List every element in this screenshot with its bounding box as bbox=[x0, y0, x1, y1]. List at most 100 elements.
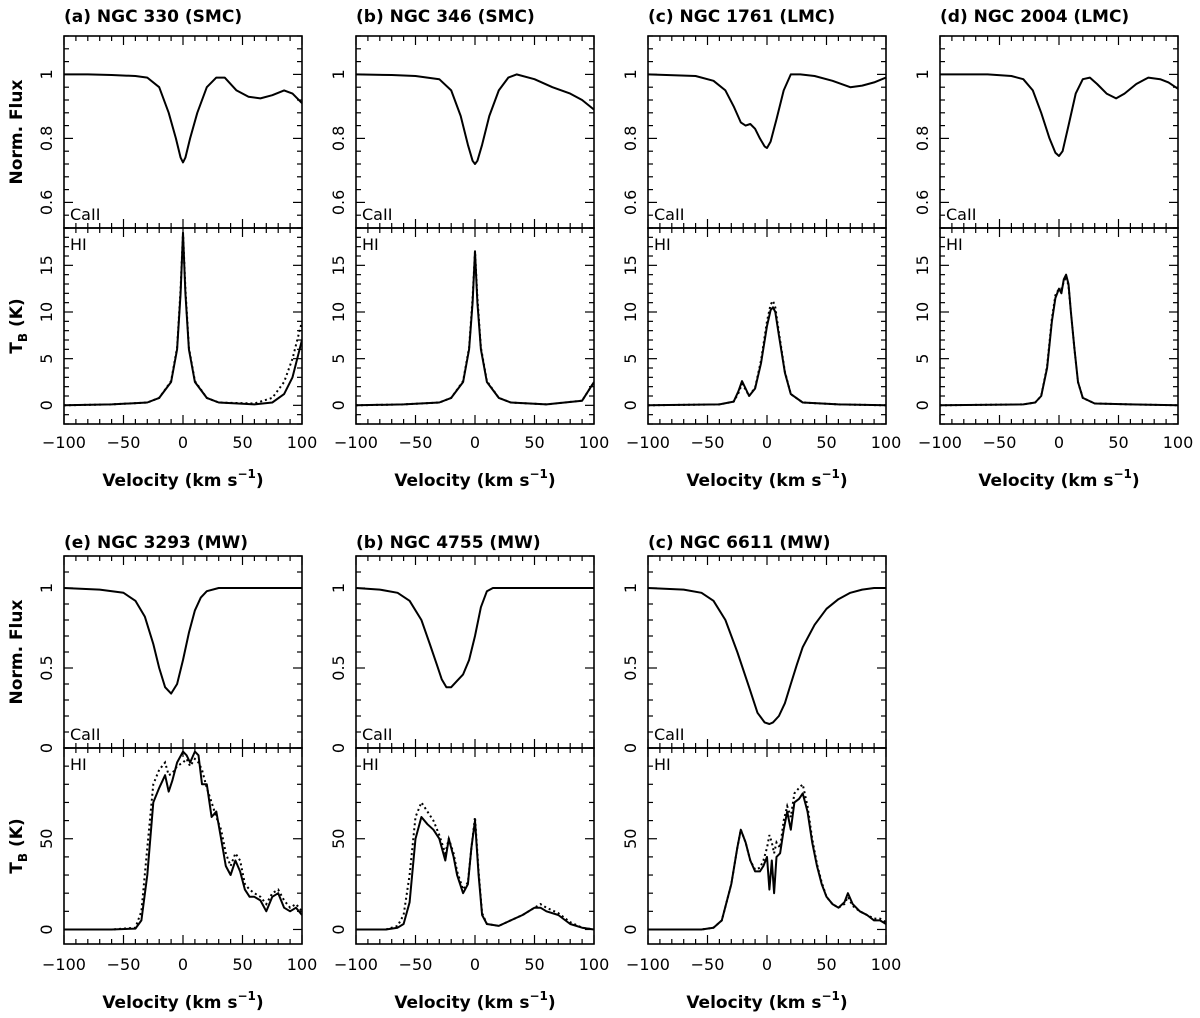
x-tick-label: 50 bbox=[1108, 433, 1128, 452]
x-axis-label-close: ) bbox=[1132, 471, 1140, 491]
panel-title: (c) NGC 1761 (LMC) bbox=[648, 7, 835, 27]
hi-label: HI bbox=[654, 755, 671, 774]
plot-frame bbox=[355, 555, 595, 749]
solid-series-line bbox=[648, 792, 886, 931]
x-tick-label: −100 bbox=[334, 433, 378, 452]
y-tick-label: 0.8 bbox=[329, 126, 348, 151]
x-axis-label-main: Velocity bbox=[102, 471, 178, 491]
y-tick-label: 0.6 bbox=[329, 190, 348, 215]
x-tick-label: 50 bbox=[816, 433, 836, 452]
chart-panel-6: (b) NGC 4755 (MW) 0 0.5 1 CaII 0 50 HI −100 −50 0 5… bbox=[329, 533, 609, 1013]
solid-series-line bbox=[940, 273, 1178, 407]
x-axis-label-main: Velocity bbox=[686, 471, 762, 491]
x-tick-label: 0 bbox=[178, 433, 188, 452]
top-subplot: 0.6 0.8 1 Norm. Flux CaII bbox=[7, 35, 303, 229]
bottom-subplot: 0 5 10 15 HI bbox=[621, 227, 887, 425]
hi-label: HI bbox=[362, 235, 379, 254]
x-axis-label-superscript: −1 bbox=[821, 467, 839, 481]
top-subplot: 0 0.5 1 CaII bbox=[329, 555, 595, 753]
dotted-series-line bbox=[940, 273, 1178, 407]
y-tick-label: 10 bbox=[913, 302, 932, 322]
y-tick-label: 15 bbox=[913, 255, 932, 275]
dotted-series-line bbox=[64, 232, 302, 407]
x-axis-label-superscript: −1 bbox=[821, 989, 839, 1003]
hi-label: HI bbox=[70, 235, 87, 254]
x-axis-label-unit: (km s bbox=[179, 993, 238, 1013]
x-tick-label: −100 bbox=[42, 955, 86, 974]
x-axis-label-unit: (km s bbox=[1055, 471, 1114, 491]
chart-panel-7: (c) NGC 6611 (MW) 0 0.5 1 CaII 0 50 HI −100 −50 0 5… bbox=[621, 533, 901, 1013]
x-tick-label: −100 bbox=[918, 433, 962, 452]
y-axis-label: TB (K) bbox=[7, 298, 30, 353]
x-axis-label-main: Velocity bbox=[978, 471, 1054, 491]
x-axis-label-unit: (km s bbox=[763, 993, 822, 1013]
x-tick-label: 100 bbox=[871, 955, 902, 974]
x-axis-label-close: ) bbox=[840, 993, 848, 1013]
caii-label: CaII bbox=[70, 205, 100, 224]
y-tick-label: 1 bbox=[329, 69, 348, 79]
plot-frame bbox=[63, 35, 303, 229]
x-tick-label: 0 bbox=[762, 955, 772, 974]
x-tick-label: 50 bbox=[816, 955, 836, 974]
x-tick-label: 50 bbox=[232, 955, 252, 974]
x-axis-label-superscript: −1 bbox=[529, 467, 547, 481]
x-tick-label: 100 bbox=[287, 955, 318, 974]
x-tick-label: −100 bbox=[626, 955, 670, 974]
top-subplot: 0.6 0.8 1 CaII bbox=[329, 35, 595, 229]
panel-title: (a) NGC 330 (SMC) bbox=[64, 7, 242, 27]
caii-label: CaII bbox=[946, 205, 976, 224]
top-subplot: 0 0.5 1 Norm. Flux CaII bbox=[7, 555, 303, 753]
x-tick-label: −50 bbox=[399, 433, 433, 452]
y-tick-label: 10 bbox=[621, 302, 640, 322]
x-tick-label: 50 bbox=[524, 433, 544, 452]
caii-label: CaII bbox=[362, 725, 392, 744]
y-tick-label: 0.5 bbox=[37, 655, 56, 680]
x-tick-label: 0 bbox=[470, 433, 480, 452]
solid-series-line bbox=[64, 231, 302, 407]
y-tick-label: 5 bbox=[329, 354, 348, 364]
x-axis-label-unit: (km s bbox=[471, 993, 530, 1013]
x-axis-label-main: Velocity bbox=[102, 993, 178, 1013]
solid-series-line bbox=[356, 73, 594, 165]
panel-title: (b) NGC 4755 (MW) bbox=[356, 533, 541, 553]
y-axis-label-main: Norm. Flux bbox=[7, 600, 27, 705]
panel-title: (d) NGC 2004 (LMC) bbox=[940, 7, 1129, 27]
x-axis-label-unit: (km s bbox=[471, 471, 530, 491]
panel-title: (b) NGC 346 (SMC) bbox=[356, 7, 535, 27]
bottom-subplot: 0 5 10 15 HI bbox=[329, 227, 595, 425]
hi-label: HI bbox=[654, 235, 671, 254]
x-axis-label-main: Velocity bbox=[686, 993, 762, 1013]
x-axis-label-superscript: −1 bbox=[237, 989, 255, 1003]
y-tick-label: 10 bbox=[37, 302, 56, 322]
y-tick-label: 0 bbox=[329, 924, 348, 934]
chart-panel-5: (e) NGC 3293 (MW) 0 0.5 1 Norm. Flux CaII 0 50 T… bbox=[7, 533, 317, 1013]
y-axis-label-subscript: B bbox=[16, 853, 30, 862]
caii-label: CaII bbox=[70, 725, 100, 744]
x-axis-label: Velocity (km s−1) bbox=[686, 989, 847, 1013]
chart-panel-2: (b) NGC 346 (SMC)0.60.81CaII051015HI−100… bbox=[329, 7, 609, 491]
solid-series-line bbox=[356, 250, 594, 407]
x-axis-label: Velocity (km s−1) bbox=[102, 989, 263, 1013]
top-subplot: 0.6 0.8 1 CaII bbox=[621, 35, 887, 229]
solid-series-line bbox=[64, 587, 302, 695]
hi-label: HI bbox=[70, 755, 87, 774]
y-tick-label: 1 bbox=[621, 69, 640, 79]
chart-panel-1: (a) NGC 330 (SMC) 0.6 0.8 1 Norm. Flux CaII 0 5… bbox=[7, 7, 317, 491]
y-tick-label: 0.6 bbox=[621, 190, 640, 215]
x-axis-label: Velocity (km s−1) bbox=[394, 989, 555, 1013]
y-tick-label: 0 bbox=[621, 400, 640, 410]
x-tick-label: 100 bbox=[579, 433, 610, 452]
y-tick-label: 15 bbox=[621, 255, 640, 275]
solid-series-line bbox=[648, 73, 886, 149]
solid-series-line bbox=[648, 587, 886, 725]
plot-frame bbox=[647, 555, 887, 749]
y-tick-label: 0.6 bbox=[913, 190, 932, 215]
y-axis-label: TB (K) bbox=[7, 818, 30, 873]
y-tick-label: 1 bbox=[329, 583, 348, 593]
y-tick-label: 50 bbox=[37, 829, 56, 849]
bottom-subplot: 0 5 10 15 HI bbox=[913, 227, 1179, 425]
hi-label: HI bbox=[946, 235, 963, 254]
x-axis-label-close: ) bbox=[256, 993, 264, 1013]
x-tick-label: −100 bbox=[42, 433, 86, 452]
